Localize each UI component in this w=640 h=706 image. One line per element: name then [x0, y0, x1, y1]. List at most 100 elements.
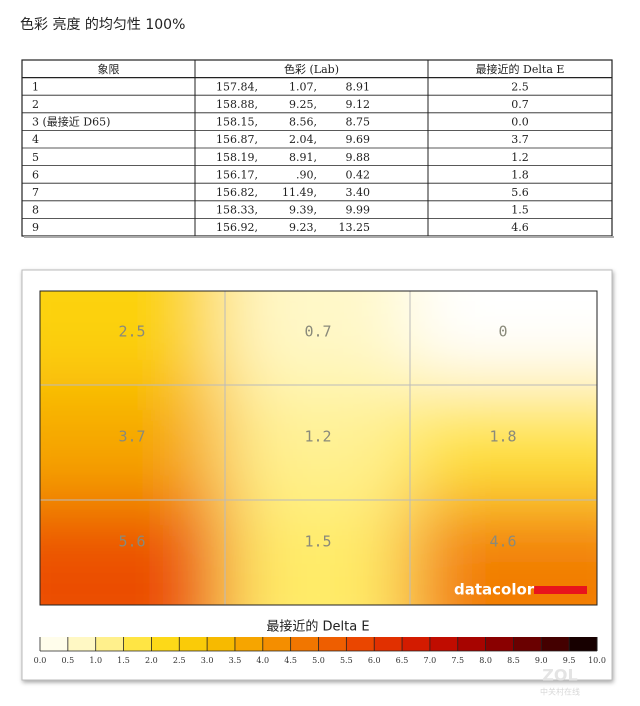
cell-label: 1.8 [489, 428, 516, 446]
lab-cell: 9.12 [346, 98, 371, 111]
colorbar-segment [123, 637, 152, 651]
colorbar-segment [151, 637, 180, 651]
delta-e-cell: 0.0 [511, 116, 529, 129]
lab-cell: 9.69 [346, 133, 371, 146]
heatmap-cell [40, 500, 225, 605]
cell-label: 4.6 [489, 533, 516, 551]
delta-e-cell: 5.6 [511, 186, 529, 199]
colorbar-segment [179, 637, 208, 651]
colorbar-tick-label: 1.0 [89, 656, 102, 665]
colorbar-tick-label: 7.0 [424, 656, 437, 665]
colorbar-title: 最接近的 Delta E [266, 619, 369, 635]
colorbar-segment [513, 637, 542, 651]
quadrant-cell: 7 [32, 186, 39, 199]
colorbar-tick-label: 10.0 [588, 656, 606, 665]
lab-cell: 0.42 [346, 168, 371, 181]
lab-cell: 156.82, [216, 186, 258, 199]
colorbar-tick-label: 6.5 [396, 656, 409, 665]
datacolor-logo: datacolor [454, 581, 535, 599]
colorbar-segment [290, 637, 319, 651]
lab-cell: 8.75 [346, 116, 371, 129]
lab-cell: 158.88, [216, 98, 258, 111]
colorbar-segment [485, 637, 514, 651]
cell-label: 0.7 [304, 323, 331, 341]
cell-label: 3.7 [118, 428, 145, 446]
delta-e-cell: 1.2 [511, 151, 529, 164]
lab-cell: 9.23, [289, 221, 317, 234]
heatmap-cell [410, 291, 597, 385]
column-header: 最接近的 Delta E [476, 62, 565, 76]
heatmap-cell [40, 291, 225, 385]
colorbar-tick-label: 9.0 [535, 656, 548, 665]
lab-cell: 9.39, [289, 204, 317, 217]
heatmap-cell [40, 385, 225, 500]
table: 象限 色彩 (Lab) 最接近的 Delta E 1 157.84, 1.07, 8.91 2… [21, 59, 614, 238]
cell-label: 0 [498, 323, 507, 341]
lab-cell: 156.92, [216, 221, 258, 234]
quadrant-cell: 4 [32, 133, 39, 146]
lab-cell: 158.19, [216, 151, 258, 164]
lab-cell: 13.25 [339, 221, 371, 234]
lab-cell: 2.04, [289, 133, 317, 146]
watermark-site: 中关村在线 [540, 687, 580, 697]
lab-cell: 157.84, [216, 80, 258, 93]
lab-cell: 8.91 [346, 80, 371, 93]
delta-e-cell: 4.6 [511, 221, 529, 234]
colorbar-segment [429, 637, 459, 651]
colorbar-segment [40, 637, 69, 651]
colorbar-tick-label: 2.5 [173, 656, 186, 665]
quadrant-cell: 5 [32, 151, 39, 164]
colorbar-segment [207, 637, 236, 651]
colorbar-tick-label: 6.0 [368, 656, 381, 665]
heatmap-cell [225, 291, 410, 385]
lab-cell: 3.40 [346, 186, 371, 199]
colorbar-tick-label: 0.5 [61, 656, 74, 665]
lab-cell: 1.07, [289, 80, 317, 93]
delta-e-cell: 2.5 [511, 80, 529, 93]
colorbar-tick-label: 9.5 [563, 656, 576, 665]
heatmap-fill [40, 291, 597, 605]
colorbar-segment [541, 637, 570, 651]
colorbar-segment [262, 637, 292, 651]
colorbar-tick-label: 3.0 [201, 656, 214, 665]
colorbar-tick-label: 4.0 [256, 656, 269, 665]
column-header: 象限 [98, 63, 120, 76]
quadrant-cell: 3 (最接近 D65) [32, 116, 110, 129]
cell-label: 1.5 [304, 533, 331, 551]
heatmap-cell [410, 385, 597, 500]
lab-cell: 158.33, [216, 204, 258, 217]
page-title: 色彩 亮度 的均匀性 100% [20, 16, 185, 33]
quadrant-cell: 9 [32, 221, 39, 234]
lab-cell: 156.17, [216, 168, 258, 181]
colorbar-tick-label: 8.5 [507, 656, 520, 665]
delta-e-cell: 3.7 [511, 133, 529, 146]
quadrant-cell: 2 [32, 98, 39, 111]
watermark-logo: ZOL [542, 666, 577, 685]
colorbar-tick-label: 2.0 [145, 656, 158, 665]
lab-cell: 156.87, [216, 133, 258, 146]
lab-cell: 8.91, [289, 151, 317, 164]
colorbar-segment [67, 637, 97, 651]
colorbar-segment [318, 637, 347, 651]
quadrant-cell: 1 [32, 80, 39, 93]
delta-e-cell: 0.7 [511, 98, 529, 111]
colorbar-segment [569, 637, 598, 651]
quadrant-cell: 8 [32, 204, 39, 217]
colorbar-tick-label: 3.5 [229, 656, 242, 665]
colorbar-segment [457, 637, 487, 651]
colorbar-tick-label: 4.5 [284, 656, 297, 665]
delta-e-cell: 1.5 [511, 204, 529, 217]
colorbar-tick-label: 7.5 [451, 656, 464, 665]
colorbar-tick-label: 5.0 [312, 656, 325, 665]
lab-cell: 11.49, [282, 186, 317, 199]
colorbar-segment [402, 637, 431, 651]
plot-border [39, 290, 598, 606]
lab-cell: 158.15, [216, 116, 258, 129]
colorbar-segment [234, 637, 264, 651]
lab-cell: .90, [296, 168, 317, 181]
heatmap-cell [225, 500, 410, 605]
colorbar-segment [95, 637, 125, 651]
quadrant-cell: 6 [32, 168, 39, 181]
colorbar-tick-label: 5.5 [340, 656, 353, 665]
